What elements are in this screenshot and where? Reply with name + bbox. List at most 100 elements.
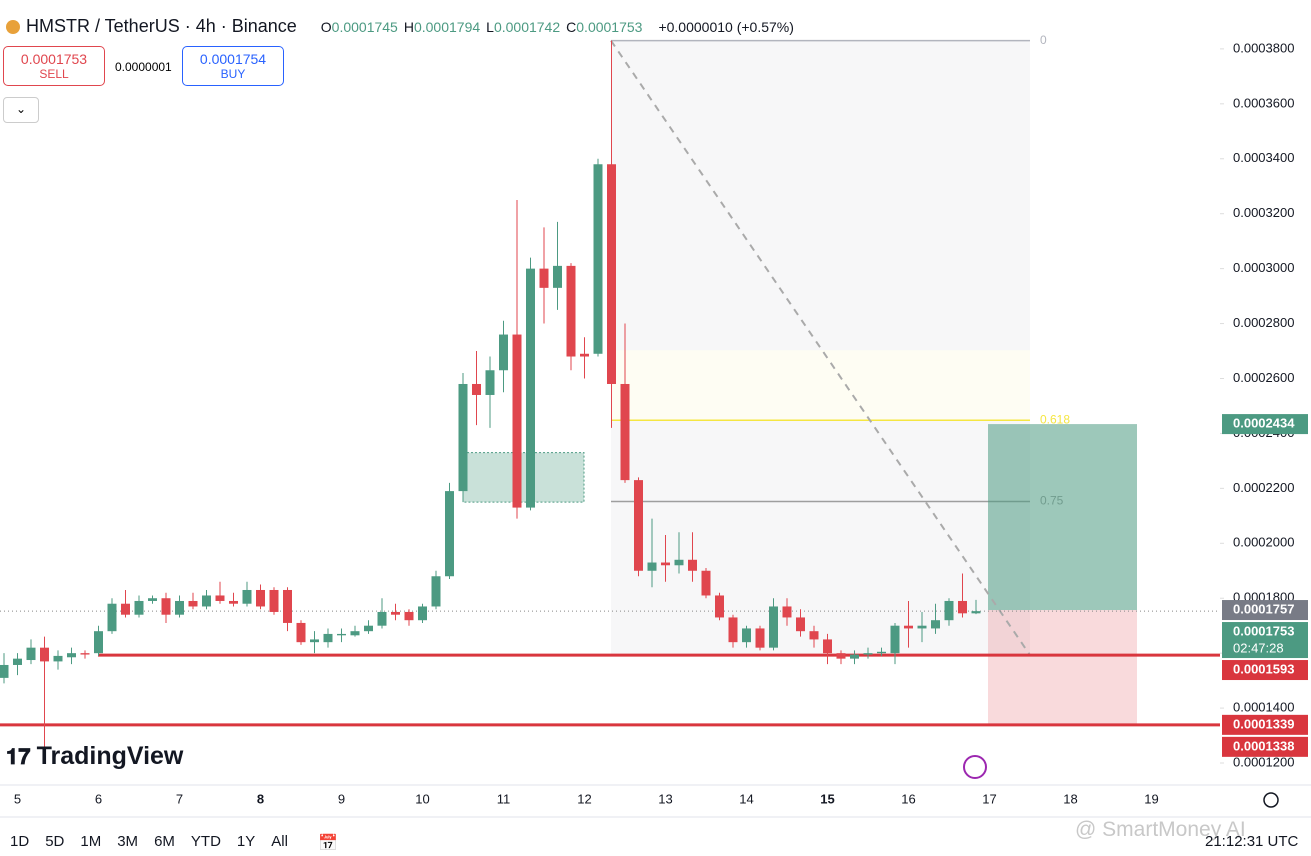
candle-body <box>67 653 76 658</box>
candle-body <box>134 600 144 615</box>
price-tag <box>1222 414 1308 435</box>
candle-body <box>566 265 576 357</box>
candle-body <box>13 658 22 665</box>
candle-body <box>499 334 508 371</box>
collapse-button[interactable]: ⌄ <box>3 97 39 123</box>
price-tag <box>1222 600 1308 621</box>
candle-body <box>350 631 360 636</box>
x-tick-label: 15 <box>820 791 834 806</box>
candle-body <box>769 606 778 648</box>
trend-line <box>610 40 1031 656</box>
ohlc-value: 0.0001753 <box>576 18 643 35</box>
candle-body <box>404 611 414 621</box>
candle-body <box>229 600 238 604</box>
y-tick-label: 0.0002800 <box>1233 315 1294 330</box>
candle-body <box>580 353 589 357</box>
candle-body <box>323 633 333 643</box>
ohlc-value: 0.0001742 <box>493 18 561 35</box>
x-tick-label: 18 <box>1063 791 1077 806</box>
y-tick-label: 0.0001400 <box>1233 700 1294 715</box>
range-button[interactable]: 3M <box>117 833 139 850</box>
candle-body <box>215 595 225 601</box>
candle-body <box>418 606 427 621</box>
candle-body <box>256 589 265 607</box>
price-tag <box>1222 660 1308 681</box>
y-tick-label: 0.0003200 <box>1233 205 1294 220</box>
candle-body <box>269 589 279 612</box>
candle-body <box>701 570 711 596</box>
sell-price: 0.0001753 <box>20 51 88 67</box>
y-tick-label: 0.0003600 <box>1233 95 1294 110</box>
header: HMSTR / TetherUS · 4h · Binance O0.00017… <box>6 16 794 37</box>
x-tick-label: 16 <box>901 791 915 806</box>
candle-body <box>593 164 603 354</box>
candle-body <box>364 625 373 632</box>
candle-body <box>202 595 211 607</box>
x-tick-label: 8 <box>257 791 264 806</box>
candle-body <box>809 631 819 640</box>
range-button[interactable]: 1D <box>10 833 30 850</box>
sell-label: SELL <box>39 67 69 81</box>
ohlc-key: L <box>486 18 494 35</box>
target-zone <box>988 424 1137 611</box>
candle-body <box>661 562 670 566</box>
spread: 0.0000001 <box>115 60 172 74</box>
symbol[interactable]: HMSTR / TetherUS · 4h · Binance <box>26 16 297 36</box>
range-button[interactable]: YTD <box>190 833 221 850</box>
candle-body <box>161 598 171 615</box>
toolbar: 1D 5D 1M 3M 6M YTD 1Y All <box>10 833 288 850</box>
range-button[interactable]: 1M <box>80 833 102 850</box>
logo: 𝟏𝟕 TradingView <box>6 742 184 770</box>
range-button[interactable]: All <box>271 833 288 850</box>
settings-icon <box>1263 792 1279 808</box>
y-tick-label: 0.0002200 <box>1233 480 1294 495</box>
range-button[interactable]: 6M <box>154 833 175 850</box>
range-button[interactable]: 1Y <box>236 833 256 850</box>
x-tick-label: 19 <box>1144 791 1158 806</box>
y-tick-label: 0.0003000 <box>1233 260 1294 275</box>
candle-body <box>26 647 36 661</box>
candle-body <box>742 628 751 643</box>
watermark: @ SmartMoney AI <box>1075 818 1246 841</box>
candle-body <box>715 595 724 618</box>
buy-button[interactable]: 0.0001754 BUY <box>182 46 284 86</box>
candle-body <box>512 334 522 508</box>
sell-button[interactable]: 0.0001753 SELL <box>3 46 105 86</box>
candle-body <box>931 620 940 629</box>
demand-zone <box>462 452 585 503</box>
candle-body <box>80 653 90 655</box>
alert-icon <box>963 755 987 779</box>
date-range-button[interactable]: 📅 <box>318 835 338 852</box>
x-tick-label: 12 <box>577 791 591 806</box>
x-tick-label: 5 <box>14 791 21 806</box>
range-button[interactable]: 5D <box>45 833 65 850</box>
candle-body <box>796 617 805 632</box>
candle-body <box>944 600 954 621</box>
candle-body <box>620 383 630 481</box>
candle-body <box>0 664 9 678</box>
x-tick-label: 13 <box>658 791 672 806</box>
logo-text: TradingView <box>36 742 184 770</box>
candle-body <box>40 647 49 662</box>
ohlc-key: C <box>566 18 577 35</box>
price-tag-label: 0.0001753 <box>1233 623 1294 638</box>
candle-body <box>296 622 306 643</box>
candle-body <box>755 628 765 648</box>
buy-label: BUY <box>220 67 246 81</box>
candle-body <box>863 653 873 655</box>
candle-body <box>971 611 981 614</box>
price-tag-label: 0.0002434 <box>1233 416 1295 431</box>
fib-label: 0 <box>1040 33 1047 47</box>
candle-body <box>553 265 562 288</box>
candle-body <box>539 268 549 288</box>
candle-body <box>607 164 616 384</box>
price-tag-label: 0.0001757 <box>1233 601 1294 616</box>
candle-body <box>148 598 157 601</box>
fib-zone-upper <box>611 350 1030 421</box>
candle-body <box>850 654 859 659</box>
price-tag-countdown: 02:47:28 <box>1233 640 1284 655</box>
candle-body <box>175 600 184 615</box>
y-tick-label: 0.0002000 <box>1233 535 1294 550</box>
candle-body <box>877 651 886 654</box>
